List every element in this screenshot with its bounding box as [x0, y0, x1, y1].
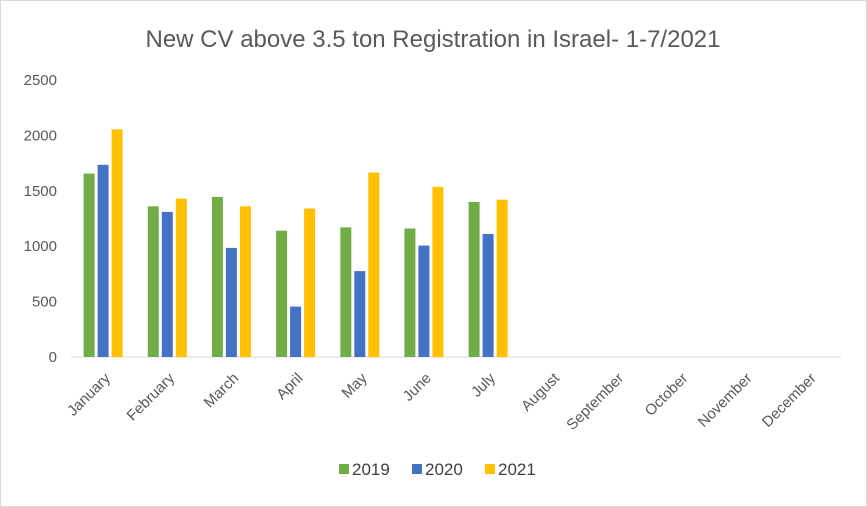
x-tick-label: May	[339, 369, 371, 401]
bar-2021-may	[368, 172, 380, 357]
bar-2020-july	[482, 234, 494, 357]
bar-2020-june	[418, 245, 430, 357]
y-tick-label: 1000	[24, 238, 57, 255]
x-tick-label: September	[563, 370, 627, 434]
bar-2019-january	[83, 173, 95, 357]
x-tick-label: June	[400, 370, 435, 405]
legend: 2019 2020 2021	[339, 460, 536, 479]
bar-2021-july	[496, 199, 508, 357]
y-tick-label: 0	[49, 349, 57, 366]
y-tick-label: 1500	[24, 183, 57, 200]
legend-label: 2020	[425, 460, 463, 479]
y-axis-ticks: 0 500 1000 1500 2000 2500	[24, 72, 57, 366]
x-axis-ticks: January February March April May June July Augu…	[64, 369, 820, 433]
x-tick-label: December	[759, 370, 820, 431]
y-tick-label: 500	[32, 294, 57, 311]
bar-2021-february	[175, 198, 187, 357]
bar-2020-january	[97, 164, 109, 357]
bar-2021-march	[239, 206, 251, 357]
x-tick-label: July	[468, 369, 499, 400]
legend-label: 2019	[352, 460, 390, 479]
bar-2021-april	[304, 208, 316, 357]
bar-2019-july	[468, 201, 480, 357]
y-tick-label: 2500	[24, 72, 57, 89]
x-tick-label: February	[124, 369, 179, 424]
bar-2021-january	[111, 129, 123, 357]
x-tick-label: November	[695, 370, 756, 431]
x-tick-label: October	[642, 370, 692, 420]
legend-label: 2021	[498, 460, 536, 479]
bars	[83, 129, 508, 357]
legend-swatch-2019	[339, 464, 349, 474]
bar-2021-june	[432, 186, 444, 357]
x-tick-label: August	[518, 369, 564, 415]
x-tick-label: January	[64, 369, 114, 419]
bar-2020-may	[354, 271, 366, 357]
bar-2020-february	[161, 211, 173, 357]
bar-2019-april	[276, 230, 288, 357]
bar-2019-may	[340, 227, 352, 357]
legend-swatch-2020	[412, 464, 422, 474]
x-tick-label: March	[201, 370, 242, 411]
y-tick-label: 2000	[24, 127, 57, 144]
chart-title: New CV above 3.5 ton Registration in Isr…	[146, 26, 721, 53]
x-tick-label: April	[273, 370, 306, 403]
bar-2020-april	[290, 306, 302, 357]
bar-2019-march	[211, 196, 223, 357]
bar-2019-june	[404, 228, 416, 357]
legend-swatch-2021	[485, 464, 495, 474]
bar-2019-february	[147, 206, 159, 357]
bar-2020-march	[225, 247, 237, 357]
